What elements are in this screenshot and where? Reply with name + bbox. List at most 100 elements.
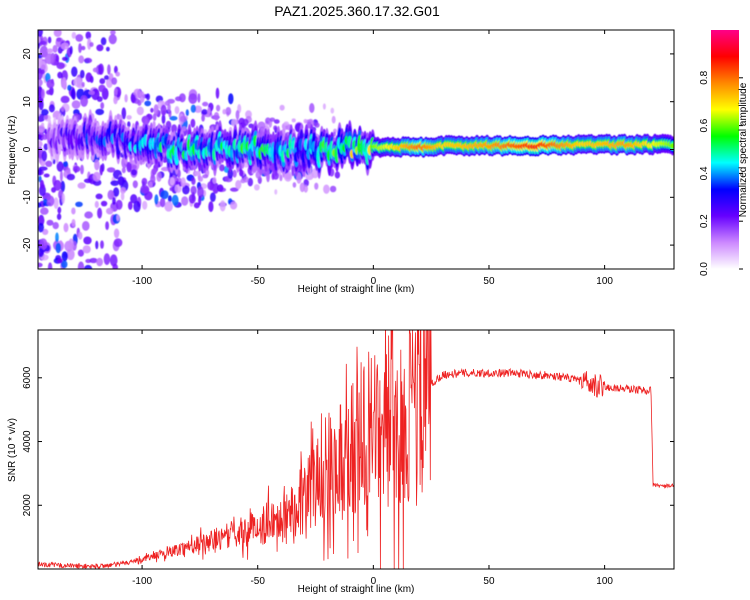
colorbar-gradient xyxy=(711,30,739,269)
spectrogram-cell xyxy=(40,183,45,189)
spectrogram-cell xyxy=(219,200,226,212)
spectrogram-cell xyxy=(201,114,205,122)
spectrogram-cell xyxy=(99,78,106,85)
spectrogram-cell xyxy=(71,100,81,109)
spectrogram-cell xyxy=(77,182,86,189)
spectrogram-cell xyxy=(106,207,114,215)
spectrogram-cell xyxy=(131,169,137,176)
snr-y-tick-label: 4000 xyxy=(22,430,33,453)
spectrogram-x-tick-label: 50 xyxy=(483,276,495,287)
spectrogram-cell xyxy=(100,200,108,207)
spectrogram-cell xyxy=(104,75,110,80)
spectrogram-cell xyxy=(140,184,150,194)
spectrogram-cell xyxy=(66,173,76,181)
spectrogram-cell xyxy=(108,34,117,45)
spectrogram-cell xyxy=(167,103,171,112)
spectrogram-cell xyxy=(81,82,85,87)
spectrogram-cell xyxy=(38,78,43,87)
spectrogram-cell xyxy=(309,103,315,113)
snr-y-tick-label: 6000 xyxy=(22,366,33,389)
spectrogram-cell xyxy=(124,94,128,103)
spectrogram-cell xyxy=(133,88,142,99)
snr-y-label: SNR (10 * v/v) xyxy=(7,418,18,482)
spectrogram-cell xyxy=(112,197,116,205)
spectrogram-cell xyxy=(61,193,65,204)
spectrogram-cell xyxy=(71,66,78,77)
colorbar-tick-label: 0.6 xyxy=(699,118,710,132)
spectrogram-cell xyxy=(273,125,278,131)
spectrogram-cell xyxy=(266,170,270,183)
spectrogram-cell xyxy=(142,200,148,210)
spectrogram-cell xyxy=(207,107,211,116)
spectrogram-cell xyxy=(44,128,48,134)
spectrogram-cell xyxy=(82,245,91,254)
spectrogram-cell xyxy=(85,72,93,83)
spectrogram-cell xyxy=(80,164,84,175)
colorbar-tick-label: 0.0 xyxy=(699,262,710,276)
spectrogram-cell xyxy=(84,264,93,269)
spectrogram-cell xyxy=(100,102,105,110)
spectrogram-cell xyxy=(314,122,320,128)
spectrogram-cell xyxy=(110,30,116,35)
spectrogram-cell xyxy=(128,201,133,210)
spectrogram-cell xyxy=(127,121,131,128)
spectrogram-cell xyxy=(164,201,173,212)
spectrogram-cell xyxy=(322,103,326,110)
spectrogram-x-tick-label: 0 xyxy=(371,276,377,287)
spectrogram-cell xyxy=(291,118,296,123)
spectrogram-cell xyxy=(207,181,215,191)
snr-series-line xyxy=(38,330,674,569)
spectrogram-cell xyxy=(292,182,297,188)
spectrogram-cell xyxy=(80,69,85,79)
spectrogram-cell xyxy=(57,258,63,264)
spectrogram-cell xyxy=(230,187,239,192)
spectrogram-cell xyxy=(197,93,201,103)
spectrogram-cell xyxy=(43,198,48,204)
spectrogram-cell xyxy=(71,32,77,39)
spectrogram-cell xyxy=(169,116,178,121)
spectrogram-x-label: Height of straight line (km) xyxy=(298,284,415,295)
spectrogram-cell xyxy=(269,117,276,122)
spectrogram-cell xyxy=(61,77,67,90)
spectrogram-cell xyxy=(46,48,54,54)
spectrogram-cell xyxy=(38,134,43,139)
spectrogram-cell xyxy=(171,124,178,133)
spectrogram-cell xyxy=(156,171,162,182)
spectrogram-cell xyxy=(284,172,292,180)
spectrogram-cell xyxy=(114,88,118,96)
spectrogram-cell xyxy=(331,115,336,124)
spectrogram-cell xyxy=(227,168,234,179)
spectrogram-cell xyxy=(169,177,175,186)
spectrogram-cell xyxy=(46,79,55,89)
spectrogram-cell xyxy=(83,57,93,64)
spectrogram-cell xyxy=(100,37,107,46)
spectrogram-cell xyxy=(222,109,227,115)
spectrogram-cell xyxy=(299,182,305,193)
spectrogram-cell xyxy=(97,207,103,219)
spectrogram-cell xyxy=(57,206,62,214)
spectrogram-cell xyxy=(56,161,64,172)
spectrogram-cell xyxy=(115,71,120,77)
spectrogram-cell xyxy=(181,196,189,206)
spectrogram-y-tick-label: 10 xyxy=(22,96,33,108)
spectrogram-cell xyxy=(47,262,53,269)
spectrogram-cell xyxy=(105,221,109,231)
spectrogram-cell xyxy=(160,190,169,200)
spectrogram-cell xyxy=(95,193,103,200)
spectrogram-cell xyxy=(44,53,54,65)
spectrogram-cell xyxy=(87,37,92,50)
spectrogram-cell xyxy=(59,170,63,182)
colorbar-tick-label: 0.4 xyxy=(699,166,710,180)
spectrogram-cell xyxy=(38,215,45,226)
spectrogram-cell xyxy=(242,118,249,126)
spectrogram-cell xyxy=(296,172,302,184)
spectrogram-cell xyxy=(41,134,48,141)
spectrogram-cell xyxy=(126,161,132,173)
spectrogram-cell xyxy=(218,184,224,192)
spectrogram-cell xyxy=(38,140,43,148)
spectrogram-cell xyxy=(82,221,90,231)
spectrogram-cell xyxy=(55,242,62,254)
spectrogram-cell xyxy=(95,108,105,116)
